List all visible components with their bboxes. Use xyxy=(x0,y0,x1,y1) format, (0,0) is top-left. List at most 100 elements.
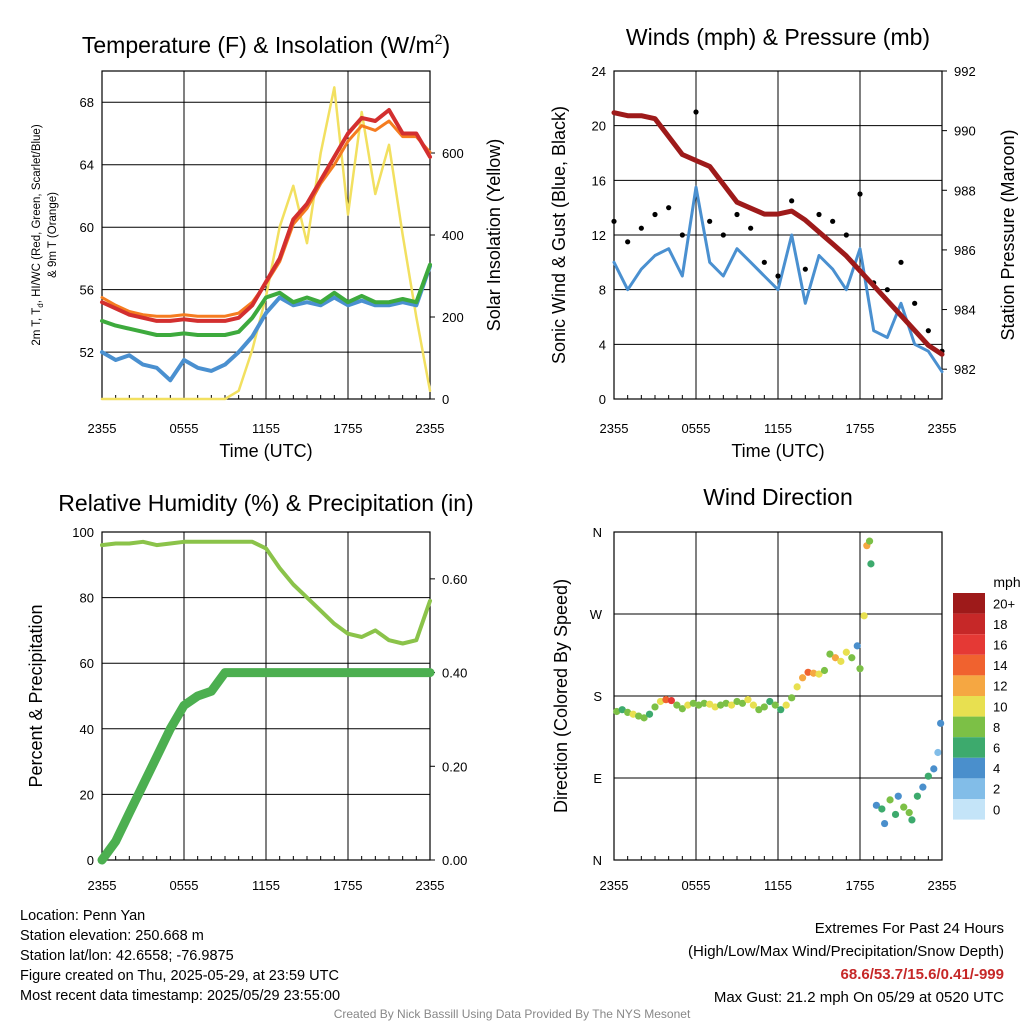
extremes-legend: (High/Low/Max Wind/Precipitation/Snow De… xyxy=(688,943,1004,960)
direction-point xyxy=(867,560,875,568)
humidity-title: Relative Humidity (%) & Precipitation (i… xyxy=(58,490,473,516)
direction-point xyxy=(842,648,850,656)
direction-point xyxy=(711,703,719,711)
gust-point xyxy=(898,259,904,265)
direction-point xyxy=(809,669,818,677)
y-tick-label-left: 100 xyxy=(72,525,94,540)
temperature-ylabel-left-line2: & 9m T (Orange) xyxy=(47,192,59,278)
direction-point xyxy=(700,699,708,707)
series-line-sonic-wind xyxy=(612,185,944,374)
y-tick-label-left: 68 xyxy=(80,95,94,110)
x-tick-label: 1755 xyxy=(846,421,875,436)
direction-point xyxy=(613,707,621,716)
station-info: Location: Penn Yan Station elevation: 25… xyxy=(20,906,340,1006)
colorbar-swatch xyxy=(953,593,985,614)
gust-point xyxy=(884,287,890,293)
direction-point xyxy=(717,701,725,709)
colorbar-swatch xyxy=(953,675,985,696)
x-tick-label: 1155 xyxy=(764,878,792,893)
direction-point xyxy=(777,706,785,714)
wind-direction-title: Wind Direction xyxy=(703,484,853,510)
direction-point xyxy=(788,694,796,702)
direction-point xyxy=(667,696,676,705)
direction-point xyxy=(919,783,927,791)
x-tick-label: 1155 xyxy=(764,421,792,436)
direction-point xyxy=(760,703,768,711)
y-tick-label-left: 24 xyxy=(592,64,606,79)
direction-point xyxy=(645,710,654,718)
y-tick-label-left: 0 xyxy=(599,392,606,407)
y-tick-label-left: 12 xyxy=(592,228,606,243)
colorbar-swatch xyxy=(953,737,985,758)
direction-point xyxy=(727,701,736,709)
colorbar-label: 12 xyxy=(993,679,1007,694)
max-gust-text: Max Gust: 21.2 mph On 05/29 at 0520 UTC xyxy=(713,989,1004,1006)
gust-point xyxy=(652,211,658,218)
x-tick-label: 0555 xyxy=(682,878,711,893)
x-tick-label: 1155 xyxy=(252,421,280,436)
direction-point xyxy=(689,699,697,707)
x-tick-label: 2355 xyxy=(600,421,629,436)
direction-point xyxy=(837,657,845,665)
colorbar-label: 0 xyxy=(993,802,1000,817)
direction-point xyxy=(618,706,626,714)
gust-point xyxy=(761,259,767,265)
colorbar-label: 2 xyxy=(993,782,1000,797)
y-tick-label-left: W xyxy=(590,607,603,622)
x-tick-label: 2355 xyxy=(88,421,117,436)
gust-point xyxy=(789,198,795,204)
y-tick-label-left: 56 xyxy=(80,283,94,298)
gust-point xyxy=(857,191,863,197)
x-tick-label: 0555 xyxy=(170,421,199,436)
y-tick-label-left: 4 xyxy=(599,337,606,352)
gust-point xyxy=(611,218,617,224)
y-tick-label-right: 600 xyxy=(442,146,464,161)
direction-point xyxy=(706,700,714,708)
x-tick-label: 2355 xyxy=(928,421,957,436)
gust-point xyxy=(830,218,836,224)
y-tick-label-left: 60 xyxy=(80,656,94,671)
direction-point xyxy=(913,792,922,800)
direction-point xyxy=(815,670,823,678)
direction-point xyxy=(695,701,703,709)
gust-point xyxy=(775,273,781,279)
x-tick-label: 1755 xyxy=(334,878,363,893)
y-tick-label-right: 988 xyxy=(954,183,976,198)
x-tick-label: 2355 xyxy=(88,878,117,893)
gust-point xyxy=(693,109,699,115)
y-tick-label-left: 64 xyxy=(80,158,94,173)
direction-point xyxy=(749,701,758,709)
credit-text: Created By Nick Bassill Using Data Provi… xyxy=(333,1007,691,1021)
x-tick-label: 0555 xyxy=(170,878,199,893)
direction-point xyxy=(640,714,648,722)
colorbar-swatch xyxy=(953,654,985,676)
direction-point xyxy=(733,697,741,706)
extremes-info: Extremes For Past 24 Hours (High/Low/Max… xyxy=(688,917,1004,1009)
direction-point xyxy=(848,654,856,662)
colorbar-title: mph xyxy=(993,574,1020,590)
direction-point xyxy=(771,701,779,709)
direction-point xyxy=(881,819,889,828)
y-tick-label-left: 16 xyxy=(592,173,606,188)
direction-point xyxy=(900,803,908,811)
extremes-values: 68.6/53.7/15.6/0.41/-999 xyxy=(840,966,1004,983)
direction-point xyxy=(678,705,686,713)
series-line-hi-wc xyxy=(100,262,432,337)
direction-point xyxy=(738,699,747,707)
direction-point xyxy=(905,809,913,817)
y-tick-label-left: N xyxy=(593,853,602,868)
colorbar-label: 14 xyxy=(993,658,1007,673)
direction-point xyxy=(793,683,801,691)
y-tick-label-left: 80 xyxy=(80,591,94,606)
gust-point xyxy=(802,266,808,272)
direction-point xyxy=(662,696,670,704)
direction-point xyxy=(891,810,900,819)
colorbar-label: 16 xyxy=(993,638,1007,653)
direction-point xyxy=(635,712,643,720)
direction-point xyxy=(673,701,681,709)
recent-data-text: Most recent data timestamp: 2025/05/29 2… xyxy=(20,988,341,1004)
direction-point xyxy=(865,537,874,545)
y-tick-label-right: 984 xyxy=(954,303,976,318)
humidity-ylabel-left: Percent & Precipitation xyxy=(26,604,46,787)
gust-point xyxy=(843,232,849,238)
